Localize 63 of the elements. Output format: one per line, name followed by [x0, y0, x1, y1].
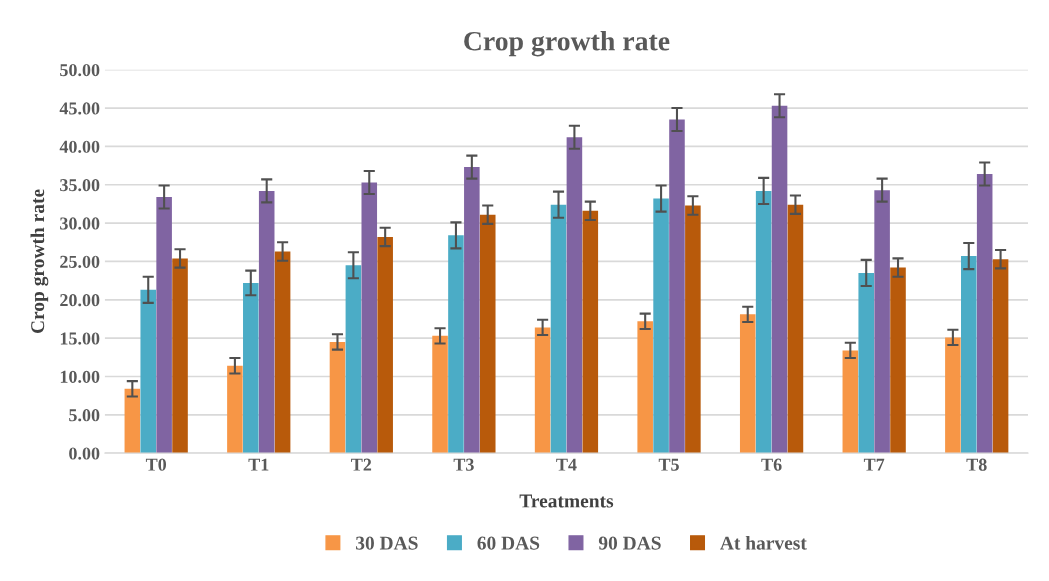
y-axis-title: Crop growth rate — [30, 189, 49, 334]
x-tick-label: T2 — [351, 458, 372, 471]
bar — [274, 251, 291, 454]
bar — [566, 137, 583, 454]
bar — [858, 272, 874, 454]
bar — [637, 321, 653, 454]
bar — [258, 190, 275, 454]
bar — [329, 341, 346, 454]
bar — [550, 204, 567, 454]
bar — [787, 204, 804, 454]
bar — [874, 190, 890, 454]
bar — [992, 259, 1009, 454]
bar — [172, 258, 188, 454]
y-tick-label: 30.00 — [60, 217, 100, 230]
y-tick-label: 5.00 — [69, 409, 100, 422]
bar — [685, 205, 701, 454]
x-tick-label: T0 — [145, 458, 167, 471]
bar — [653, 198, 669, 454]
legend-label: 30 DAS — [356, 536, 418, 550]
y-tick-label: 20.00 — [60, 294, 100, 307]
bar — [448, 235, 464, 454]
bar — [739, 314, 756, 454]
bar — [669, 119, 685, 454]
bar — [755, 190, 772, 454]
bar — [140, 289, 157, 454]
x-tick-label: T8 — [966, 458, 987, 471]
bar — [890, 267, 906, 454]
y-tick-label: 35.00 — [60, 179, 100, 192]
bar — [945, 337, 961, 454]
x-tick-label: T4 — [556, 458, 577, 471]
bar — [361, 182, 378, 454]
y-tick-label: 40.00 — [59, 140, 100, 153]
bar — [345, 265, 362, 454]
y-tick-label: 45.00 — [59, 102, 100, 115]
legend-label: 60 DAS — [477, 536, 540, 550]
y-tick-label: 10.00 — [60, 370, 100, 384]
bar — [464, 167, 480, 454]
bar — [961, 256, 977, 454]
y-tick-label: 15.00 — [60, 332, 100, 345]
bar — [479, 214, 496, 454]
y-tick-label: 25.00 — [60, 255, 100, 268]
bar — [582, 210, 599, 454]
bar — [243, 282, 259, 454]
y-tick-label: 50.00 — [60, 63, 100, 77]
legend-label: 90 DAS — [598, 536, 661, 550]
bar — [534, 327, 551, 454]
bar — [842, 350, 859, 454]
legend-label: At harvest — [720, 535, 807, 550]
bar — [377, 236, 393, 454]
bar — [156, 197, 172, 454]
x-axis-title: Treatments — [519, 494, 614, 508]
bar — [976, 174, 993, 454]
x-tick-label: T7 — [863, 458, 885, 471]
x-tick-label: T6 — [761, 458, 782, 471]
x-tick-label: T1 — [248, 458, 269, 471]
bar — [124, 388, 141, 454]
bar — [432, 335, 448, 454]
chart-title: Crop growth rate — [464, 31, 670, 57]
bar — [771, 105, 788, 454]
x-tick-label: T3 — [453, 458, 474, 471]
x-tick-label: T5 — [658, 458, 679, 471]
y-tick-label: 0.00 — [69, 447, 100, 460]
bar — [227, 365, 243, 454]
